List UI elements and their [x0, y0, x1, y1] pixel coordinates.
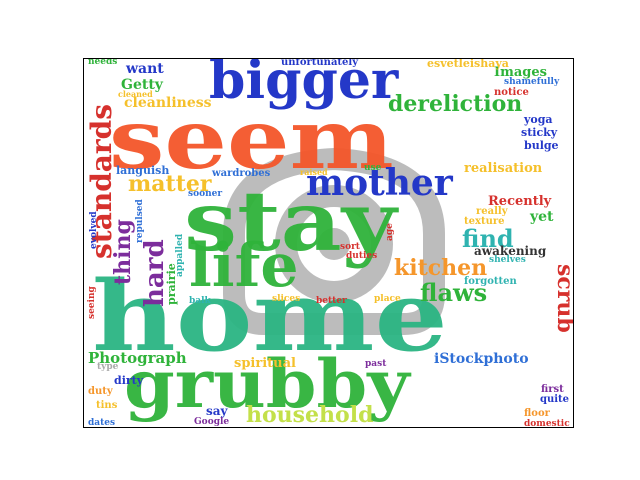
word-needs: needs	[88, 58, 118, 67]
word-tins: tins	[96, 400, 118, 411]
word-bigger: bigger	[209, 58, 399, 111]
word-awakening: awakening	[474, 244, 547, 258]
word-stay: stay	[184, 174, 397, 270]
word-want: want	[126, 61, 164, 77]
word-thing: thing	[110, 219, 136, 285]
word-sooner: sooner	[188, 189, 223, 199]
word-really: really	[476, 206, 508, 217]
word-appalled: appalled	[175, 233, 185, 277]
word-say: say	[206, 404, 228, 418]
word-place: place	[374, 294, 401, 304]
word-photograph: Photograph	[88, 349, 187, 367]
word-dirty: dirty	[114, 374, 144, 387]
word-duty: duty	[88, 386, 113, 397]
word-raised: raised	[300, 167, 328, 177]
word-scrub: scrub	[552, 264, 574, 333]
word-age: age	[385, 223, 395, 241]
word-find: find	[462, 224, 514, 253]
word-quite: quite	[540, 394, 570, 405]
word-bulge: bulge	[524, 139, 559, 152]
word-texture: texture	[464, 216, 505, 227]
word-esvetleishaya: esvetleishaya	[427, 58, 509, 70]
word-kitchen: kitchen	[394, 255, 488, 281]
word-getty: Getty	[121, 77, 163, 93]
word-google: Google	[194, 417, 230, 427]
word-shelves: shelves	[489, 255, 526, 265]
word-floor: floor	[524, 408, 550, 419]
word-spiritual: spiritual	[234, 356, 296, 371]
word-recently: Recently	[488, 194, 552, 209]
word-household: household	[246, 402, 374, 428]
word-mother: mother	[306, 162, 453, 204]
camera-watermark-icon	[223, 147, 445, 335]
word-type: type	[97, 362, 119, 372]
word-yoga: yoga	[524, 113, 553, 126]
word-cloud-frame: home stay seem grubby life bigger mother…	[83, 58, 574, 428]
word-seem: seem	[109, 92, 394, 188]
word-better: better	[316, 296, 347, 306]
word-sticky: sticky	[521, 126, 558, 139]
word-languish: languish	[116, 164, 170, 177]
word-first: first	[541, 384, 564, 395]
word-repulsed: repulsed	[135, 199, 145, 243]
word-realisation: realisation	[464, 161, 543, 176]
word-slices: slices	[272, 294, 301, 304]
word-past: past	[365, 359, 387, 369]
word-wardrobes: wardrobes	[212, 168, 271, 179]
word-images: Images	[494, 65, 547, 80]
word-dates: dates	[88, 418, 116, 428]
word-istockphoto: iStockphoto	[434, 351, 529, 367]
word-unfortunately: unfortunately	[281, 58, 359, 68]
word-use: use	[364, 163, 382, 173]
word-sort: sort	[340, 242, 360, 252]
word-shamefully: shamefully	[504, 77, 560, 87]
word-evolved: evolved	[89, 211, 99, 249]
word-cleaned: cleaned	[118, 89, 153, 99]
word-flaws: flaws	[420, 278, 488, 307]
word-home: home	[92, 260, 448, 373]
word-grubby: grubby	[124, 345, 410, 423]
word-life: life	[189, 231, 299, 301]
word-seeing: seeing	[87, 286, 97, 319]
word-dereliction: dereliction	[388, 91, 523, 117]
word-duties: duties	[346, 251, 378, 261]
word-cleanliness: cleanliness	[124, 95, 212, 111]
word-forgotten: forgotten	[464, 276, 517, 287]
word-balk: balk	[189, 296, 211, 306]
word-yet: yet	[530, 209, 554, 225]
word-notice: notice	[494, 87, 529, 98]
word-matter: matter	[128, 171, 212, 197]
word-domestic: domestic	[524, 419, 570, 428]
